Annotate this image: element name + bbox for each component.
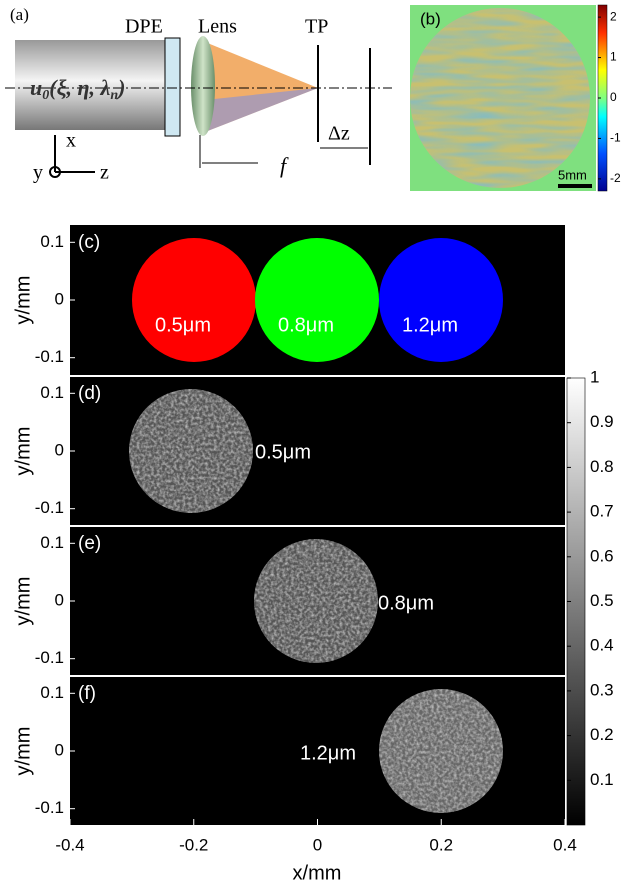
x-axis-label: x/mm bbox=[293, 862, 342, 884]
colorbar-tick-label: 1 bbox=[610, 50, 617, 64]
spot-label: 1.2μm bbox=[402, 314, 458, 336]
colorbar-tick-label: 0.3 bbox=[590, 680, 614, 699]
x-tick-label: 0 bbox=[313, 835, 322, 854]
panel-label: (d) bbox=[78, 383, 101, 404]
speckle-texture bbox=[254, 539, 378, 663]
label: TP bbox=[305, 16, 328, 38]
y-axis-label: y/mm bbox=[12, 276, 34, 325]
y-tick-label: 0 bbox=[55, 440, 64, 459]
label: y bbox=[33, 162, 43, 184]
y-tick-label: 0 bbox=[55, 590, 64, 609]
y-tick-label: -0.1 bbox=[35, 498, 64, 517]
y-tick-label: 0.1 bbox=[40, 683, 64, 702]
colorbar-tick-label: -1 bbox=[610, 131, 621, 145]
y-tick-label: 0.1 bbox=[40, 533, 64, 552]
speckle-texture bbox=[129, 389, 253, 513]
y-tick-label: 0 bbox=[55, 740, 64, 759]
label: DPE bbox=[125, 16, 163, 38]
spot bbox=[379, 238, 503, 362]
spot-label: 0.5μm bbox=[155, 314, 211, 336]
y-tick-label: 0.1 bbox=[40, 232, 64, 251]
field-part: (ξ, η, λ bbox=[49, 75, 110, 100]
simulation-panels: 0.5μm 0.8μm 1.2μm 0.5μm 0.8μm 1.2μm x/mm bbox=[70, 225, 585, 884]
colorbar-tick-label: 0.8 bbox=[590, 457, 614, 476]
annotation: 0.8μm bbox=[378, 592, 434, 614]
spot bbox=[132, 238, 256, 362]
colorbar-tick-label: 0.7 bbox=[590, 502, 614, 521]
schematic: (a) DPE Lens TP u0(ξ, η, λn) f Δz x y z bbox=[5, 5, 392, 184]
phase-map: 5mm (b) bbox=[410, 5, 607, 191]
panel-label: (f) bbox=[78, 683, 96, 704]
spot bbox=[255, 238, 379, 362]
x-tick-label: -0.4 bbox=[55, 835, 84, 854]
field-part: 0 bbox=[42, 88, 49, 103]
annotation: 1.2μm bbox=[300, 742, 356, 764]
colorbar-tick-label: 2 bbox=[610, 9, 617, 23]
colorbar-tick-label: 0.5 bbox=[590, 591, 614, 610]
y-tick-label: 0 bbox=[55, 289, 64, 308]
y-tick-label: 0.1 bbox=[40, 383, 64, 402]
panel-label: (e) bbox=[78, 533, 101, 554]
spot-label: 0.8μm bbox=[278, 314, 334, 336]
colorbar-tick-label: 0.6 bbox=[590, 546, 614, 565]
speckle-texture bbox=[379, 689, 503, 813]
scale-bar bbox=[558, 184, 592, 188]
x-tick-label: 0.4 bbox=[553, 835, 577, 854]
panel-label: (a) bbox=[10, 5, 29, 24]
y-tick-label: -0.1 bbox=[35, 347, 64, 366]
colorbar-tick-label: 0.2 bbox=[590, 725, 614, 744]
colorbar-tick-label: -2 bbox=[610, 171, 621, 185]
colorbar-tick-label: 0.9 bbox=[590, 412, 614, 431]
colorbar-tick-label: 1 bbox=[590, 367, 599, 386]
panel-label: (b) bbox=[420, 9, 441, 28]
figure: (a) DPE Lens TP u0(ξ, η, λn) f Δz x y z … bbox=[0, 0, 626, 886]
scale-label: 5mm bbox=[558, 167, 587, 182]
label: x bbox=[66, 130, 76, 152]
field-part: u bbox=[30, 75, 42, 100]
label: Lens bbox=[198, 16, 237, 38]
dpe bbox=[165, 38, 180, 136]
label: f bbox=[280, 153, 289, 178]
y-axis-label: y/mm bbox=[12, 727, 34, 776]
colorbar-tick-label: 0.4 bbox=[590, 636, 614, 655]
field-part: n bbox=[110, 88, 118, 103]
y-tick-label: -0.1 bbox=[35, 648, 64, 667]
annotation: 0.5μm bbox=[255, 441, 311, 463]
colorbar-tick-label: 0.1 bbox=[590, 770, 614, 789]
colorbar-tick-label: 0 bbox=[610, 90, 617, 104]
y-tick-label: -0.1 bbox=[35, 798, 64, 817]
y-axis-label: y/mm bbox=[12, 577, 34, 626]
field-part: ) bbox=[116, 75, 125, 100]
label: z bbox=[100, 162, 109, 184]
label: Δz bbox=[328, 123, 350, 145]
phase-texture bbox=[410, 8, 590, 188]
y-axis-label: y/mm bbox=[12, 427, 34, 476]
x-tick-label: -0.2 bbox=[179, 835, 208, 854]
lens bbox=[191, 36, 215, 136]
x-tick-label: 0.2 bbox=[429, 835, 453, 854]
panel-label: (c) bbox=[78, 232, 100, 253]
